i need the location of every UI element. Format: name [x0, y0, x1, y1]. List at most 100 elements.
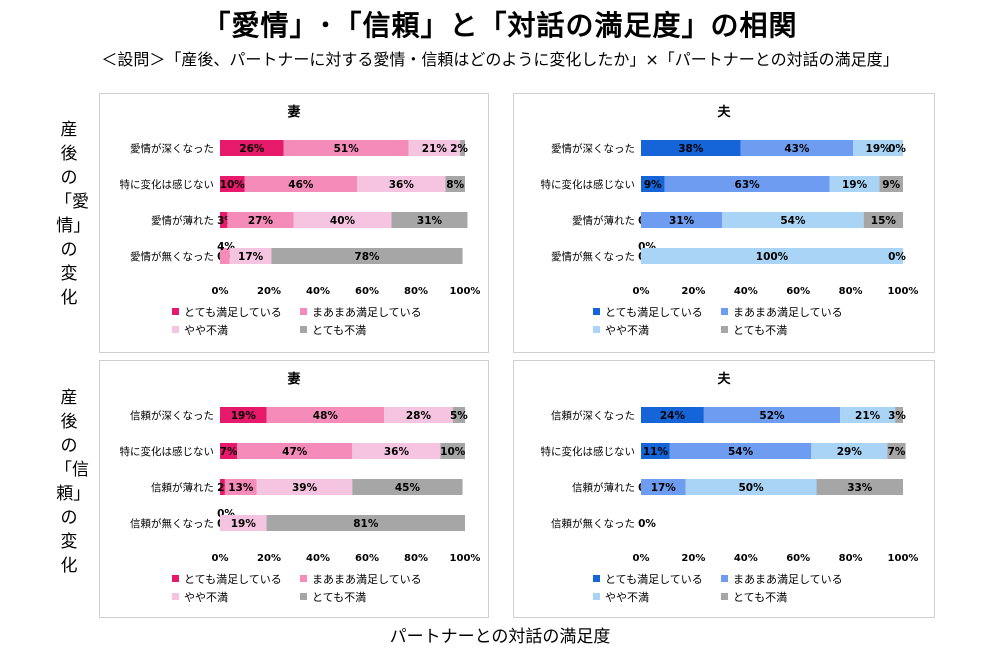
chart-title: 妻: [287, 104, 300, 120]
data-label: 13%: [228, 482, 254, 494]
x-tick-label: 0%: [212, 286, 229, 297]
bar-segment: [352, 443, 441, 459]
data-label: 21%: [855, 410, 881, 422]
legend-label: とても不満: [733, 591, 787, 604]
legend-swatch: [300, 308, 307, 315]
data-label: 9%: [882, 179, 900, 191]
bar-segment: [853, 140, 903, 156]
bar-segment: [895, 407, 903, 423]
data-label: 38%: [678, 143, 704, 155]
legend-swatch: [593, 575, 600, 582]
bar-segment: [887, 443, 906, 459]
category-label: 信頼が深くなった: [130, 409, 214, 422]
category-label: 愛情が薄れた: [151, 214, 214, 227]
legend-swatch: [300, 593, 307, 600]
bar-segment: [237, 443, 353, 459]
data-label: 43%: [784, 143, 810, 155]
data-label: 19%: [231, 518, 257, 530]
bar-segment: [352, 479, 463, 495]
bar-segment: [271, 248, 463, 264]
legend-swatch: [593, 308, 600, 315]
data-label: 11%: [643, 446, 669, 458]
row-label-trust: 産後の「信頼」の変化: [55, 388, 89, 576]
chart-title: 夫: [717, 104, 731, 120]
chart-title: 妻: [287, 371, 300, 387]
x-tick-label: 0%: [212, 553, 229, 564]
x-tick-label: 0%: [633, 286, 650, 297]
data-label: 29%: [837, 446, 863, 458]
legend-swatch: [721, 575, 728, 582]
legend-swatch: [172, 593, 179, 600]
data-label: 50%: [738, 482, 764, 494]
x-tick-label: 60%: [786, 553, 810, 564]
chart-title: 夫: [717, 371, 731, 387]
x-tick-label: 40%: [306, 286, 330, 297]
data-label: 17%: [651, 482, 677, 494]
category-label: 信頼が無くなった: [130, 517, 214, 530]
bar-segment: [703, 407, 841, 423]
data-label: 19%: [842, 179, 868, 191]
category-label: 愛情が深くなった: [551, 142, 635, 155]
data-label: 7%: [220, 446, 238, 458]
page-title: 「愛情」･「信頼」と「対話の満足度」の相関: [202, 9, 798, 42]
bar-segment: [283, 140, 409, 156]
chart-panel-affection-husband: 夫愛情が深くなった 38% 43% 19% 0% 特に変化は感じない 9% 63% 19% 9% 愛…: [513, 93, 935, 353]
bar-segment: [220, 176, 245, 192]
data-label: 3%: [888, 410, 906, 422]
data-label: 0%: [638, 518, 656, 530]
bar-segment: [641, 248, 903, 264]
data-label: 21%: [422, 143, 448, 155]
x-tick-label: 80%: [839, 286, 863, 297]
legend-swatch: [172, 326, 179, 333]
legend-label: とても不満: [312, 591, 366, 604]
category-label: 特に変化は感じない: [120, 178, 215, 191]
bar-segment: [229, 248, 272, 264]
bar-segment: [664, 176, 830, 192]
data-label: 17%: [238, 251, 264, 263]
data-label: 36%: [389, 179, 415, 191]
data-label: 19%: [231, 410, 257, 422]
bar-segment: [811, 443, 888, 459]
bar-segment: [266, 407, 385, 423]
legend-swatch: [721, 326, 728, 333]
row-label-affection: 産後の「愛情」の変化: [55, 120, 89, 308]
legend-swatch: [721, 308, 728, 315]
x-tick-label: 40%: [734, 286, 758, 297]
data-label: 47%: [282, 446, 308, 458]
x-tick-label: 40%: [734, 553, 758, 564]
bar-segment: [220, 479, 225, 495]
bar-segment: [220, 248, 230, 264]
bar-segment: [641, 140, 741, 156]
data-label: 8%: [446, 179, 464, 191]
legend-swatch: [593, 593, 600, 600]
data-label: 27%: [248, 215, 274, 227]
x-tick-label: 100%: [450, 286, 481, 297]
x-tick-label: 0%: [633, 553, 650, 564]
legend-swatch: [300, 575, 307, 582]
bar-segment: [445, 176, 465, 192]
legend-label: まあまあ満足している: [312, 573, 422, 586]
data-label: 45%: [395, 482, 421, 494]
legend-label: まあまあ満足している: [312, 306, 422, 319]
bar-segment: [829, 176, 880, 192]
bar-segment: [840, 407, 896, 423]
legend-label: とても満足している: [605, 573, 703, 586]
data-label: 2%: [450, 143, 468, 155]
bar-segment: [220, 212, 228, 228]
bar-segment: [460, 140, 465, 156]
page-subtitle: ＜設問＞「産後、パートナーに対する愛情・信頼はどのように変化したか」×「パートナ…: [101, 50, 899, 69]
bar-segment: [740, 140, 854, 156]
data-label: 78%: [354, 251, 380, 263]
legend-label: まあまあ満足している: [733, 306, 843, 319]
footer-axis-label: パートナーとの対話の満足度: [389, 627, 611, 647]
data-label: 9%: [644, 179, 662, 191]
data-label: 28%: [406, 410, 432, 422]
category-label: 愛情が無くなった: [130, 250, 214, 263]
x-tick-label: 80%: [404, 286, 428, 297]
category-label: 愛情が薄れた: [572, 214, 635, 227]
bar-segment: [220, 407, 267, 423]
